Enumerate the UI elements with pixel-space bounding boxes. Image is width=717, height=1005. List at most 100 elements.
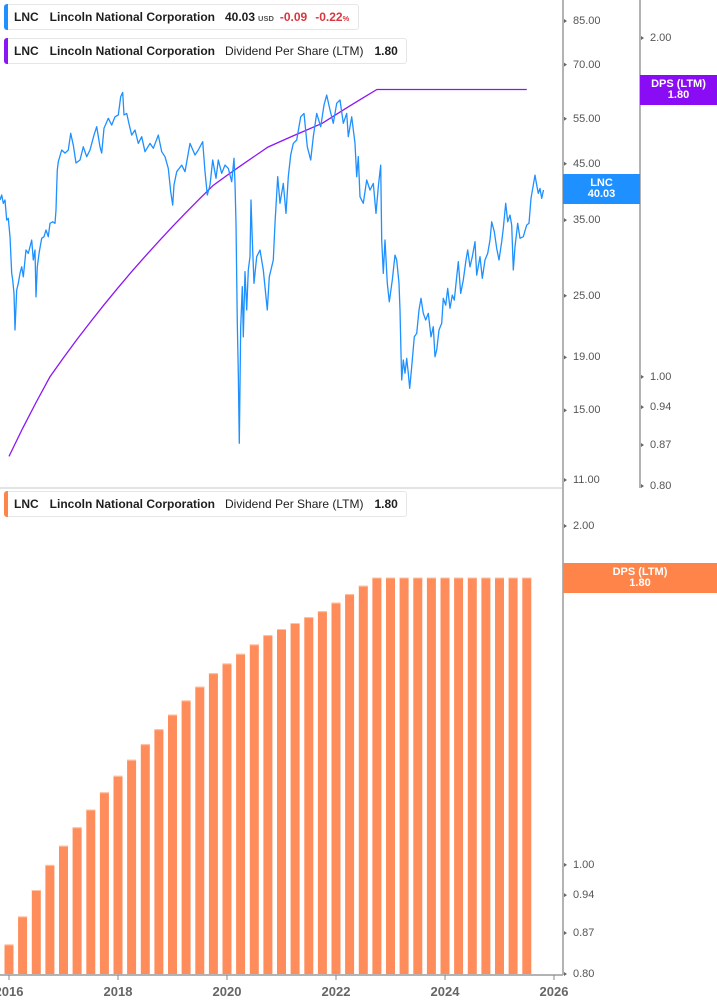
- time-axis-tick-label: 2026: [539, 984, 569, 999]
- dps-bar-cap: [277, 629, 286, 630]
- dps-bar[interactable]: [331, 602, 341, 974]
- dps-bar-cap: [140, 744, 150, 746]
- dps-bar[interactable]: [304, 617, 314, 974]
- legend-price-change: -0.09: [279, 10, 308, 24]
- badge-label: DPS (LTM): [612, 566, 668, 578]
- time-axis-tick-label: 2016: [0, 984, 24, 999]
- dps-bar[interactable]: [372, 577, 382, 975]
- dps-bar-cap: [127, 759, 137, 761]
- tick-marker-icon: [564, 408, 567, 413]
- dps-bar-cap: [386, 577, 395, 579]
- dps-bar[interactable]: [249, 644, 259, 974]
- dps-axis-tick-label: 1.00: [650, 370, 672, 383]
- legend-metric-value: 1.80: [374, 44, 398, 58]
- legend-dps-bar-series[interactable]: LNC Lincoln National Corporation Dividen…: [4, 491, 407, 517]
- dps-bar[interactable]: [263, 635, 273, 974]
- dps-bar[interactable]: [467, 577, 477, 975]
- legend-percent-change: -0.22: [315, 10, 343, 24]
- dps-bar[interactable]: [208, 673, 218, 974]
- tick-marker-icon: [564, 116, 567, 121]
- dps-bar[interactable]: [317, 611, 327, 974]
- legend-metric-name: Dividend Per Share (LTM): [225, 497, 364, 511]
- tick-marker-icon: [564, 218, 567, 223]
- price-axis-tick-label: 15.00: [573, 404, 601, 417]
- dps-bar[interactable]: [358, 585, 368, 974]
- tick-marker-icon: [564, 930, 567, 935]
- tick-marker-icon: [564, 972, 567, 976]
- dps-bar-cap: [413, 577, 423, 579]
- dps-axis-tick-label: 0.80: [650, 480, 672, 492]
- tick-marker-icon: [564, 862, 567, 867]
- dps-bar-series[interactable]: [4, 577, 532, 975]
- legend-company-name: Lincoln National Corporation: [49, 497, 215, 511]
- dps-axis-bottom[interactable]: [563, 489, 717, 975]
- dps-bar[interactable]: [99, 792, 109, 974]
- legend-ticker: LNC: [14, 497, 39, 511]
- price-line[interactable]: [0, 91, 545, 444]
- dps-bar[interactable]: [508, 577, 518, 975]
- dps-bar[interactable]: [31, 890, 41, 974]
- dps-bar[interactable]: [140, 744, 150, 974]
- dps-line-series[interactable]: [8, 88, 527, 457]
- dps-bar[interactable]: [454, 577, 464, 975]
- dps-bar-cap: [263, 635, 273, 637]
- legend-dps-line-series[interactable]: LNC Lincoln National Corporation Dividen…: [4, 38, 407, 64]
- dps-bar[interactable]: [522, 577, 532, 975]
- dps-bar[interactable]: [45, 864, 55, 974]
- dps-bar-cap: [195, 686, 205, 688]
- legend-company-name: Lincoln National Corporation: [49, 10, 215, 24]
- price-chart-panel[interactable]: [0, 0, 562, 487]
- legend-price-series[interactable]: LNC Lincoln National Corporation 40.03 U…: [4, 4, 359, 30]
- legend-ticker: LNC: [14, 10, 39, 24]
- time-axis-tick-label: 2024: [430, 984, 460, 999]
- dps-bar[interactable]: [277, 629, 286, 974]
- dps-axis-top[interactable]: [640, 0, 717, 488]
- dps-bar[interactable]: [495, 577, 504, 975]
- badge-label: LNC: [590, 177, 613, 189]
- dps-bar[interactable]: [113, 775, 123, 974]
- dps-bar-cap: [113, 775, 123, 777]
- dps-bar[interactable]: [290, 623, 300, 974]
- price-axis-tick-label: 45.00: [573, 157, 601, 170]
- dps-bar[interactable]: [72, 827, 82, 974]
- dps-bar-cap: [495, 577, 504, 579]
- dps-axis-tick-label: 0.94: [650, 401, 672, 414]
- dps-bar[interactable]: [195, 686, 205, 974]
- dps-line[interactable]: [8, 88, 527, 457]
- dps-bar[interactable]: [426, 577, 436, 975]
- time-axis[interactable]: [0, 975, 563, 1005]
- dps-bar[interactable]: [181, 700, 191, 974]
- dps-bar[interactable]: [399, 577, 409, 975]
- dps-bar[interactable]: [481, 577, 491, 975]
- dps-bar-cap: [481, 577, 491, 579]
- dps-bar-cap: [317, 611, 327, 613]
- dps-bar[interactable]: [222, 663, 232, 974]
- tick-marker-icon: [564, 19, 567, 23]
- tick-marker-icon: [564, 478, 567, 482]
- dps-bar[interactable]: [168, 714, 177, 974]
- dps-bar-cap: [249, 644, 259, 646]
- dps-axis-tick-label: 0.94: [573, 889, 595, 902]
- dps-bar[interactable]: [413, 577, 423, 975]
- dps-bar[interactable]: [86, 809, 96, 975]
- dps-bar[interactable]: [4, 944, 14, 974]
- dps-bar[interactable]: [18, 916, 28, 974]
- dps-bar-cap: [304, 617, 314, 619]
- dps-axis-tick-label: 2.00: [650, 32, 672, 44]
- dps-chart-panel[interactable]: [0, 489, 562, 975]
- dps-bar-cap: [181, 700, 191, 702]
- dps-bar-cap: [440, 577, 450, 579]
- dps-bar[interactable]: [59, 845, 68, 974]
- dps-bar[interactable]: [127, 759, 137, 974]
- dps-bar-cap: [208, 673, 218, 675]
- price-line-series[interactable]: [0, 91, 545, 444]
- dps-bar-cap: [236, 653, 246, 655]
- series-color-swatch: [4, 4, 8, 30]
- tick-marker-icon: [564, 524, 567, 528]
- dps-bar[interactable]: [345, 594, 355, 974]
- dps-bar[interactable]: [154, 729, 164, 974]
- dps-bar[interactable]: [386, 577, 395, 975]
- dps-bar[interactable]: [440, 577, 450, 975]
- dps-bar[interactable]: [236, 653, 246, 974]
